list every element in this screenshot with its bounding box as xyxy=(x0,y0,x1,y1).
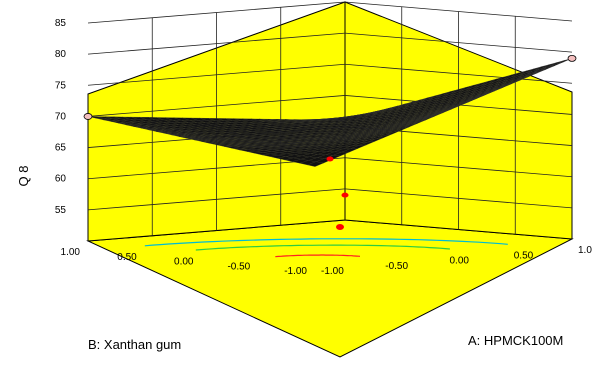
y-axis-label: B: Xanthan gum xyxy=(88,337,181,352)
z-axis-label: Q 8 xyxy=(16,166,31,187)
z-tick-label: 80 xyxy=(55,49,67,60)
z-tick-label: 65 xyxy=(55,143,67,154)
x-axis-ticks: -1.00 -0.50 0.00 0.50 1.00 xyxy=(321,245,592,277)
response-surface xyxy=(87,58,573,167)
surface-facet xyxy=(306,161,325,167)
z-tick-label: 70 xyxy=(55,111,67,122)
y-tick-label: 0.50 xyxy=(117,252,137,263)
y-tick-label: 1.00 xyxy=(61,247,81,258)
contour-line xyxy=(144,238,508,247)
x-tick-label: 0.50 xyxy=(514,250,534,261)
contour-line xyxy=(195,244,450,251)
z-tick-label: 85 xyxy=(55,18,67,29)
z-tick-label: 60 xyxy=(55,174,67,185)
y-tick-label: 0.00 xyxy=(174,257,194,268)
floor-contours xyxy=(144,238,508,258)
design-point xyxy=(336,224,344,230)
x-tick-label: -0.50 xyxy=(385,261,408,272)
z-tick-label: 55 xyxy=(55,205,67,216)
x-tick-label: 0.00 xyxy=(450,256,470,267)
design-point xyxy=(326,156,334,162)
design-point xyxy=(341,192,349,198)
x-tick-label: -1.00 xyxy=(321,266,344,277)
z-axis-ticks: 55 60 65 70 75 80 85 xyxy=(55,18,67,216)
z-tick-label: 75 xyxy=(55,80,67,91)
design-point xyxy=(83,113,93,120)
y-tick-label: -0.50 xyxy=(227,261,250,272)
x-axis-label: A: HPMCK100M xyxy=(468,333,563,348)
y-tick-label: -1.00 xyxy=(284,266,307,277)
surface-facet xyxy=(548,60,565,67)
design-points xyxy=(83,54,577,230)
x-tick-label: 1.00 xyxy=(578,245,592,256)
design-point xyxy=(567,54,577,62)
y-axis-ticks: -1.00 -0.50 0.00 0.50 1.00 xyxy=(61,247,308,277)
contour-line xyxy=(275,254,361,258)
